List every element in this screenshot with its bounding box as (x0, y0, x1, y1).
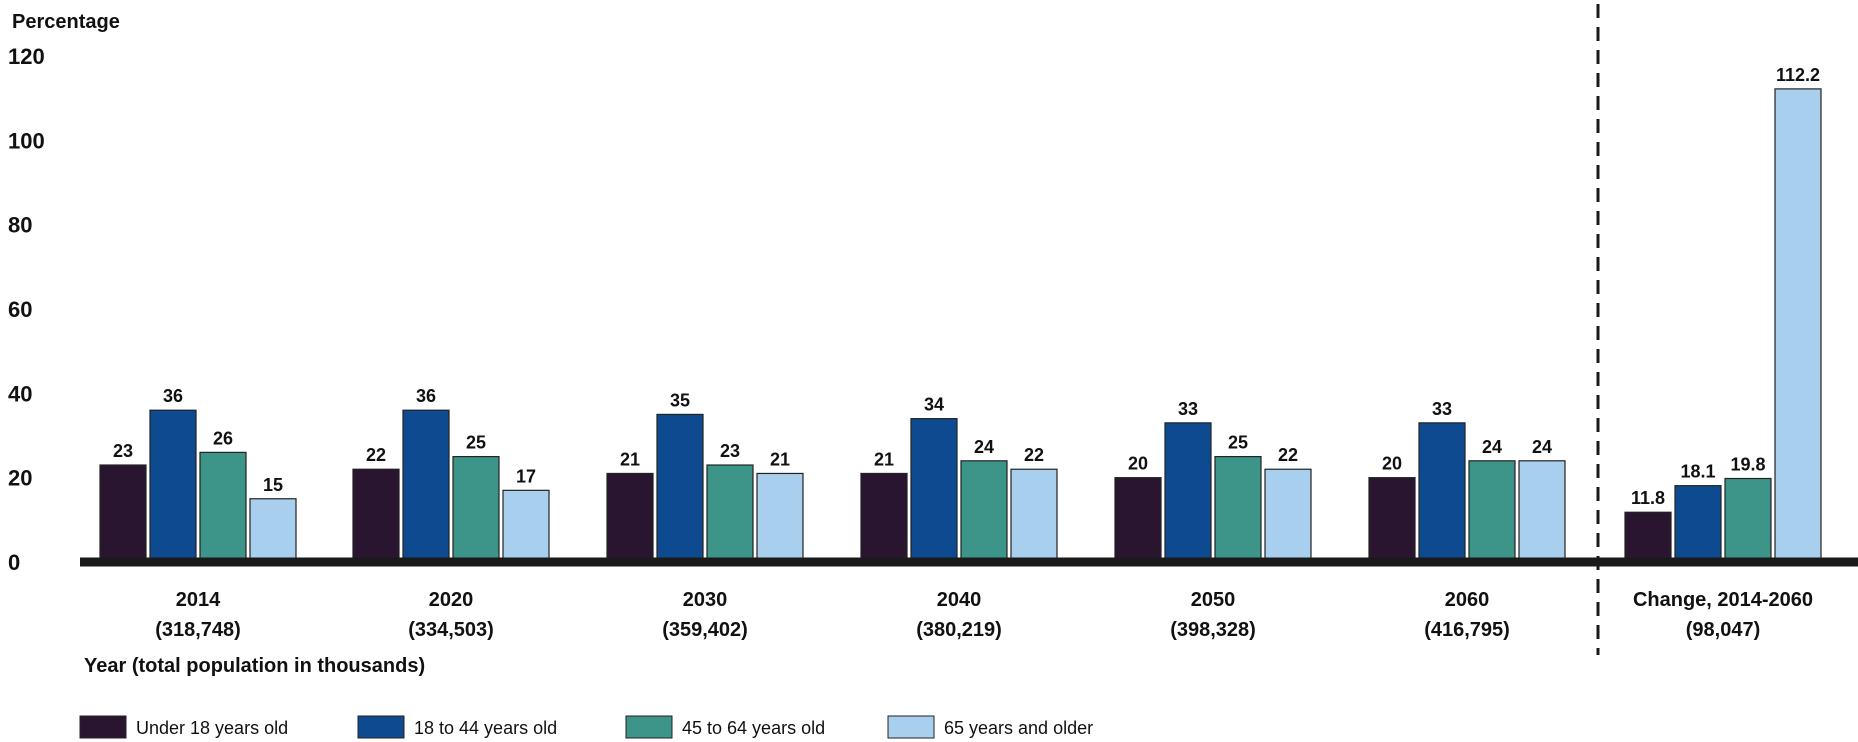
category-labels-group: 2014 (318,748) 2020 (334,503) 2030 (359,402) 2… (155, 589, 1813, 641)
legend-label: 65 years and older (944, 718, 1093, 738)
bar (1010, 468, 1058, 563)
bar (1368, 477, 1416, 563)
bar-value-label: 24 (974, 437, 994, 457)
bar-value-label: 20 (1382, 454, 1402, 474)
bar-value-label: 33 (1178, 399, 1198, 419)
bar-value-label: 24 (1532, 437, 1552, 457)
bar (656, 413, 704, 563)
y-tick-label: 60 (8, 297, 32, 322)
category-sublabel: (380,219) (916, 619, 1002, 641)
bar (1674, 485, 1722, 563)
y-tick-label: 20 (8, 466, 32, 491)
bar (960, 460, 1008, 563)
bar-value-label: 22 (1278, 445, 1298, 465)
bar-value-label: 11.8 (1631, 488, 1665, 508)
category-sublabel: (416,795) (1424, 619, 1510, 641)
category-label: 2020 (429, 589, 474, 611)
bar (402, 409, 450, 563)
x-axis-title: Year (total population in thousands) (84, 655, 425, 677)
bar (1164, 422, 1212, 563)
bar-value-label: 21 (770, 449, 790, 469)
bar (860, 472, 908, 563)
bar-value-label: 22 (366, 445, 386, 465)
bar (1724, 477, 1772, 563)
legend-label: Under 18 years old (136, 718, 288, 738)
y-axis-ticks: 0 20 40 60 80 100 120 (8, 44, 45, 575)
bars-group (99, 88, 1822, 563)
bar-value-label: 33 (1432, 399, 1452, 419)
category-sublabel: (98,047) (1686, 619, 1761, 641)
bar-value-label: 112.2 (1776, 65, 1820, 85)
legend-swatch (625, 715, 673, 739)
y-tick-label: 0 (8, 550, 20, 575)
category-label: 2060 (1445, 589, 1490, 611)
bar-value-label: 26 (213, 428, 233, 448)
bar-value-label: 17 (516, 466, 536, 486)
bar (249, 498, 297, 563)
bar (1774, 88, 1822, 563)
bar (1264, 468, 1312, 563)
bar (910, 418, 958, 563)
bar (452, 455, 500, 563)
bar-value-label: 25 (1228, 433, 1248, 453)
category-sublabel: (398,328) (1170, 619, 1256, 641)
y-tick-label: 80 (8, 213, 32, 238)
bar (502, 489, 550, 563)
category-label: Change, 2014-2060 (1633, 589, 1813, 611)
bar (149, 409, 197, 563)
category-sublabel: (359,402) (662, 619, 748, 641)
y-tick-label: 120 (8, 44, 45, 69)
y-tick-label: 40 (8, 381, 32, 406)
bar-value-label: 20 (1128, 454, 1148, 474)
legend-label: 45 to 64 years old (682, 718, 825, 738)
category-label: 2014 (176, 589, 221, 611)
bar-value-label: 36 (163, 386, 183, 406)
bar (99, 464, 147, 563)
bar (199, 451, 247, 563)
bar (352, 468, 400, 563)
bar (1114, 477, 1162, 563)
category-label: 2030 (683, 589, 728, 611)
bar-value-label: 25 (466, 433, 486, 453)
bar-value-label: 22 (1024, 445, 1044, 465)
category-label: 2050 (1191, 589, 1236, 611)
bar-value-label: 15 (263, 475, 283, 495)
bar (1418, 422, 1466, 563)
bar-value-label: 21 (620, 449, 640, 469)
legend-swatch (887, 715, 935, 739)
bar (606, 472, 654, 563)
bar (1468, 460, 1516, 563)
legend-swatch (79, 715, 127, 739)
legend-label: 18 to 44 years old (414, 718, 557, 738)
y-tick-label: 100 (8, 128, 45, 153)
bar-value-label: 18.1 (1680, 462, 1715, 482)
bar-value-label: 21 (874, 449, 894, 469)
legend-swatch (357, 715, 405, 739)
bar (1214, 455, 1262, 563)
bar-value-label: 36 (416, 386, 436, 406)
category-sublabel: (318,748) (155, 619, 241, 641)
bar-value-label: 23 (720, 441, 740, 461)
value-labels-group: 23 36 26 15 22 36 25 17 21 35 23 21 21 34 24 22 20 33 25 22… (113, 65, 1820, 508)
category-sublabel: (334,503) (408, 619, 494, 641)
bar (756, 472, 804, 563)
bar-value-label: 19.8 (1730, 455, 1765, 475)
bar-value-label: 23 (113, 441, 133, 461)
legend: Under 18 years old 18 to 44 years old 45 t… (79, 715, 1093, 739)
bar (706, 464, 754, 563)
category-label: 2040 (937, 589, 982, 611)
bar (1624, 511, 1672, 563)
bar (1518, 460, 1566, 563)
y-axis-title: Percentage (12, 11, 120, 33)
bar-value-label: 24 (1482, 437, 1502, 457)
bar-value-label: 34 (924, 395, 944, 415)
bar-value-label: 35 (670, 390, 690, 410)
